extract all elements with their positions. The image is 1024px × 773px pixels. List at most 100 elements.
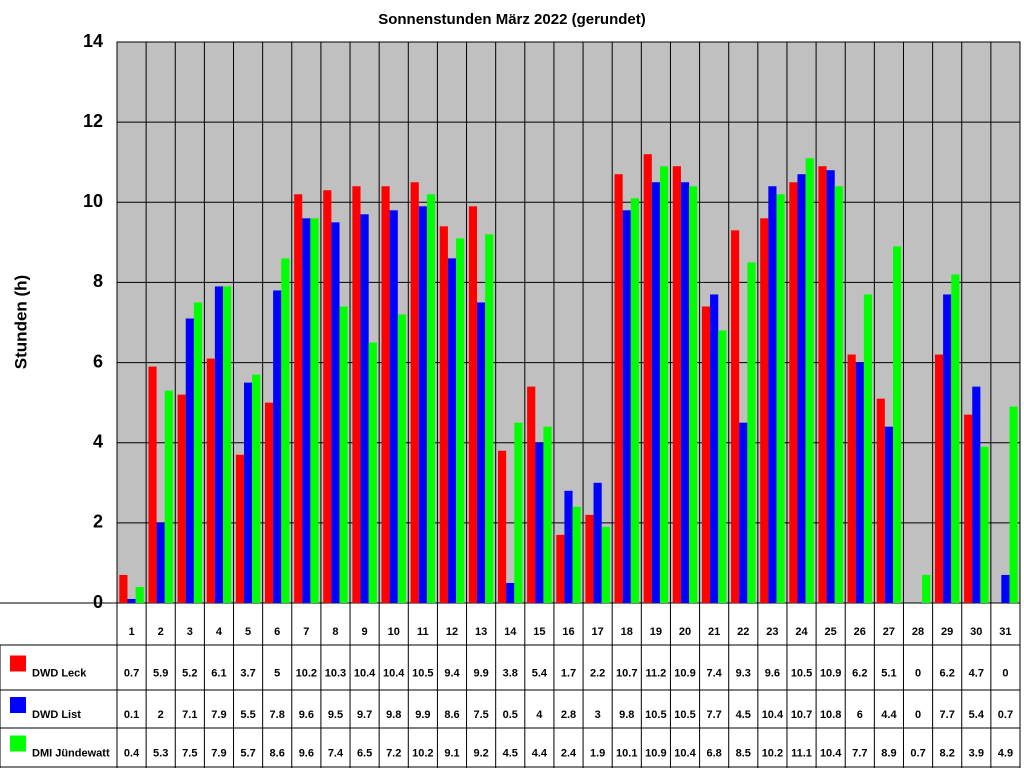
bar [368, 342, 377, 603]
bar [797, 174, 806, 603]
table-value: 6 [857, 709, 863, 721]
y-tick-label: 12 [83, 111, 103, 131]
bar [177, 394, 186, 603]
table-value: 7.4 [328, 747, 344, 759]
table-value: 7.1 [182, 709, 197, 721]
table-value: 10.7 [616, 667, 637, 679]
bar [352, 186, 361, 603]
table-value: 0.7 [124, 667, 139, 679]
bar [593, 482, 602, 603]
table-value: 0 [915, 709, 921, 721]
x-tick-label: 7 [303, 626, 309, 638]
bar [294, 194, 303, 603]
table-value: 9.6 [299, 709, 314, 721]
legend-swatch [10, 735, 26, 752]
table-value: 9.7 [357, 709, 372, 721]
legend-swatch [10, 655, 26, 672]
table-value: 4.5 [736, 709, 751, 721]
bar [397, 314, 406, 603]
y-tick-label: 14 [83, 31, 103, 51]
x-tick-label: 31 [999, 626, 1011, 638]
bar [1001, 574, 1010, 603]
table-value: 8.2 [940, 747, 955, 759]
x-tick-label: 15 [533, 626, 545, 638]
x-tick-label: 17 [592, 626, 604, 638]
bar [281, 258, 290, 603]
table-value: 10.4 [354, 667, 376, 679]
bar [585, 514, 594, 603]
table-value: 10.4 [762, 709, 784, 721]
table-value: 7.8 [270, 709, 285, 721]
bar [564, 490, 573, 603]
x-tick-label: 24 [795, 626, 808, 638]
bar [789, 182, 798, 603]
bar [855, 362, 864, 603]
table-value: 4.7 [969, 667, 984, 679]
x-tick-label: 29 [941, 626, 953, 638]
bar [310, 218, 319, 604]
table-value: 6.1 [211, 667, 226, 679]
table-value: 0 [1002, 667, 1008, 679]
bar [710, 294, 719, 603]
bar [535, 442, 544, 603]
table-value: 9.9 [415, 709, 430, 721]
y-tick-label: 10 [83, 191, 103, 211]
table-value: 11.2 [645, 667, 666, 679]
table-value: 7.7 [940, 709, 955, 721]
table-value: 9.5 [328, 709, 343, 721]
x-tick-label: 12 [446, 626, 458, 638]
bar [185, 318, 194, 603]
table-value: 7.5 [473, 709, 488, 721]
table-value: 10.4 [674, 747, 696, 759]
bar [193, 302, 203, 603]
bar [156, 522, 165, 603]
bar [514, 422, 523, 603]
table-value: 1.7 [561, 667, 576, 679]
table-value: 5 [274, 667, 280, 679]
table-value: 10.2 [762, 747, 783, 759]
x-tick-label: 30 [970, 626, 982, 638]
table-value: 7.9 [211, 747, 226, 759]
bar [643, 154, 652, 603]
table-value: 4.4 [881, 709, 897, 721]
legend-label: DWD List [32, 709, 81, 721]
bar [951, 274, 960, 603]
table-value: 8.6 [444, 709, 459, 721]
x-tick-label: 4 [216, 626, 223, 638]
table-value: 9.6 [299, 747, 314, 759]
bar [876, 398, 885, 603]
table-value: 3.9 [969, 747, 984, 759]
table-value: 0.4 [124, 747, 140, 759]
bar [572, 506, 581, 603]
table-value: 8.6 [270, 747, 285, 759]
bar [214, 286, 224, 603]
bar [718, 330, 727, 603]
bar [206, 358, 215, 603]
bar [689, 186, 698, 603]
bar [826, 170, 835, 603]
x-tick-label: 5 [245, 626, 251, 638]
x-tick-label: 28 [912, 626, 924, 638]
bar [614, 174, 623, 603]
table-value: 9.3 [736, 667, 751, 679]
y-tick-label: 2 [93, 512, 103, 532]
table-value: 11.1 [791, 747, 812, 759]
x-tick-label: 11 [417, 626, 429, 638]
bar [847, 354, 856, 603]
x-tick-label: 26 [854, 626, 866, 638]
bar [418, 206, 427, 604]
bar [426, 194, 436, 603]
table-value: 10.5 [674, 709, 695, 721]
table-value: 6.2 [852, 667, 867, 679]
bar [680, 182, 690, 603]
y-tick-label: 4 [93, 431, 103, 451]
bar [331, 222, 340, 604]
table-value: 5.3 [153, 747, 168, 759]
x-tick-label: 25 [825, 626, 837, 638]
table-value: 7.5 [182, 747, 197, 759]
table-value: 2.8 [561, 709, 576, 721]
table-value: 0.7 [998, 709, 1013, 721]
bar [127, 598, 136, 603]
y-tick-label: 8 [93, 271, 103, 291]
table-value: 2 [158, 709, 164, 721]
